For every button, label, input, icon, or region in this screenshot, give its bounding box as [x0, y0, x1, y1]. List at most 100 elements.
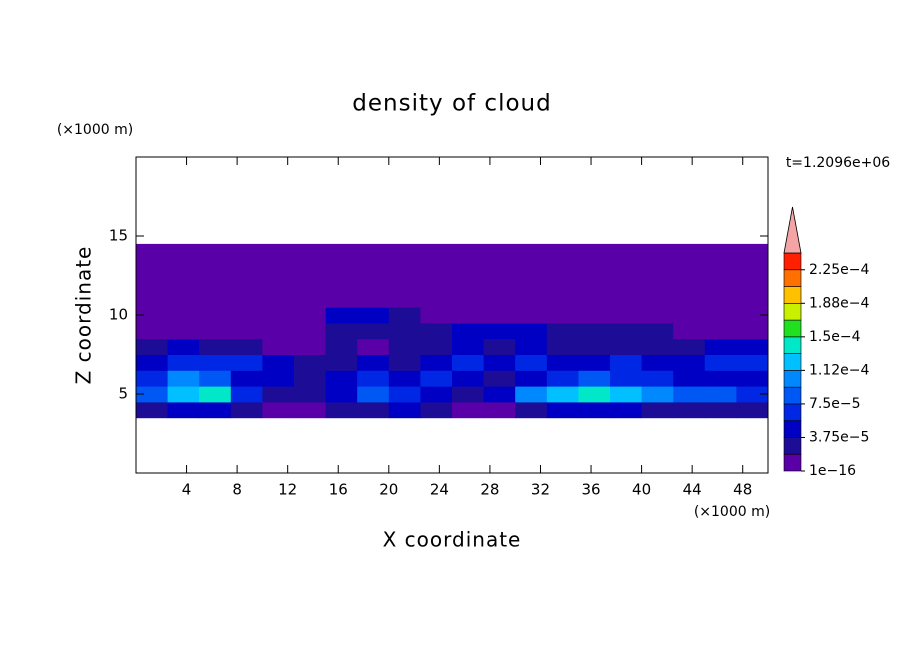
contour-cell	[546, 259, 579, 276]
x-unit: (×1000 m)	[694, 504, 770, 520]
contour-cell	[230, 322, 263, 340]
contour-cell	[325, 243, 358, 261]
x-tick-label: 4	[182, 481, 192, 499]
contour-cell	[610, 401, 643, 419]
contour-cell	[610, 291, 643, 308]
contour-cell	[452, 338, 485, 355]
contour-cell	[578, 275, 611, 292]
contour-cell	[136, 259, 169, 276]
contour-cell	[641, 354, 674, 371]
colorbar-label: 3.75e−5	[809, 429, 869, 445]
contour-cell	[673, 307, 706, 324]
colorbar-segment	[783, 453, 802, 472]
contour-cell	[641, 401, 674, 419]
contour-cell	[483, 386, 516, 403]
contour-cell	[483, 291, 516, 308]
colorbar-segment	[783, 303, 802, 321]
contour-cell	[388, 275, 421, 292]
contour-cell	[610, 370, 643, 387]
contour-cell	[325, 370, 358, 387]
contour-cell	[199, 401, 232, 419]
contour-cell	[515, 354, 548, 371]
contour-cell	[136, 291, 169, 308]
contour-cell	[136, 354, 169, 371]
contour-cell	[704, 322, 737, 340]
contour-cell	[388, 243, 421, 261]
contour-cell	[357, 307, 390, 324]
contour-cell	[325, 401, 358, 419]
contour-cell	[199, 275, 232, 292]
contour-cell	[136, 275, 169, 292]
contour-cell	[673, 259, 706, 276]
colorbar-segment	[783, 336, 802, 354]
contour-cell	[483, 354, 516, 371]
colorbar-label: 2.25e−4	[809, 262, 870, 278]
contour-cell	[641, 243, 674, 261]
contour-cell	[673, 401, 706, 419]
contour-cell	[136, 401, 169, 419]
contour-cell	[167, 354, 200, 371]
contour-cell	[357, 370, 390, 387]
contour-cell	[578, 401, 611, 419]
contour-cell	[641, 386, 674, 403]
contour-cell	[515, 386, 548, 403]
contour-cell	[199, 259, 232, 276]
contour-cell	[546, 307, 579, 324]
contour-cell	[325, 275, 358, 292]
contour-cell	[704, 259, 737, 276]
contour-cell	[420, 322, 453, 340]
contour-cell	[641, 370, 674, 387]
contour-cell	[578, 338, 611, 355]
contour-cell	[420, 275, 453, 292]
x-axis-label: X coordinate	[383, 528, 522, 552]
contour-cell	[546, 354, 579, 371]
contour-cell	[262, 338, 295, 355]
contour-cell	[515, 259, 548, 276]
contour-cell	[704, 386, 737, 403]
colorbar-label: 1.12e−4	[809, 362, 870, 378]
contour-cell	[673, 275, 706, 292]
contour-cell	[325, 322, 358, 340]
contour-cell	[230, 275, 263, 292]
contour-cell	[704, 354, 737, 371]
chart-title: density of cloud	[352, 91, 551, 117]
contour-cell	[167, 401, 200, 419]
contour-cell	[294, 401, 327, 419]
contour-cell	[452, 307, 485, 324]
contour-cell	[325, 338, 358, 355]
contour-cell	[546, 370, 579, 387]
contour-cell	[325, 307, 358, 324]
contour-cell	[262, 322, 295, 340]
colorbar-segment	[783, 269, 802, 287]
y-axis-label: Z coordinate	[72, 246, 96, 385]
contour-cell	[388, 307, 421, 324]
contour-cell	[452, 291, 485, 308]
contour-cell	[230, 338, 263, 355]
x-tick-label: 36	[581, 481, 600, 499]
contour-cell	[610, 338, 643, 355]
contour-cell	[294, 275, 327, 292]
contour-cell	[136, 307, 169, 324]
contour-cell	[388, 401, 421, 419]
contour-cell	[736, 259, 769, 276]
contour-cell	[325, 291, 358, 308]
contour-cell	[736, 243, 769, 261]
contour-cell	[515, 370, 548, 387]
colorbar-segment	[783, 319, 802, 338]
contour-cell	[704, 243, 737, 261]
contour-cell	[704, 291, 737, 308]
contour-cell	[167, 291, 200, 308]
contour-cell	[357, 338, 390, 355]
contour-cell	[294, 307, 327, 324]
y-unit: (×1000 m)	[57, 122, 133, 138]
contour-cell	[167, 243, 200, 261]
contour-cell	[230, 291, 263, 308]
contour-cell	[546, 386, 579, 403]
contour-cell	[736, 322, 769, 340]
contour-cell	[578, 322, 611, 340]
contour-cell	[515, 275, 548, 292]
contour-cell	[294, 370, 327, 387]
contour-cell	[262, 307, 295, 324]
contour-cell	[704, 307, 737, 324]
contour-cell	[167, 370, 200, 387]
